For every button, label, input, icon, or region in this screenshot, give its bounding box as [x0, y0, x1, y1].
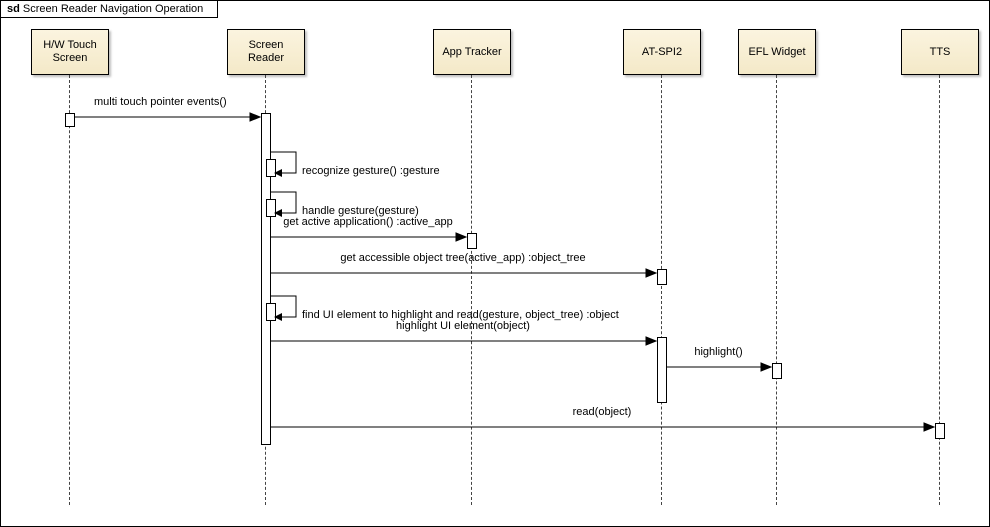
lifeline-dash — [471, 75, 472, 505]
message: read(object) — [270, 420, 934, 434]
message-label: get active application() :active_app — [283, 216, 452, 228]
frame-prefix: sd — [7, 3, 20, 15]
message: multi touch pointer events() — [74, 110, 260, 124]
lifeline-head-hw: H/W TouchScreen — [31, 29, 109, 75]
lifeline-label: App Tracker — [440, 46, 503, 59]
message: get active application() :active_app — [270, 230, 466, 244]
lifeline-head-spi: AT-SPI2 — [623, 29, 701, 75]
lifeline-dash — [661, 75, 662, 505]
lifeline-label: AT-SPI2 — [640, 46, 684, 59]
message: highlight UI element(object) — [270, 334, 656, 348]
lifeline-head-tts: TTS — [901, 29, 979, 75]
lifeline-head-efl: EFL Widget — [738, 29, 816, 75]
lifeline-label: EFL Widget — [746, 46, 807, 59]
message-label: highlight() — [694, 346, 742, 358]
sequence-diagram-frame: sd Screen Reader Navigation Operation H/… — [0, 0, 990, 527]
lifeline-dash — [939, 75, 940, 505]
lifeline-label: TTS — [928, 46, 953, 59]
lifeline-dash — [776, 75, 777, 505]
message-label: highlight UI element(object) — [396, 320, 530, 332]
lifeline-head-at: App Tracker — [433, 29, 511, 75]
message-label: get accessible object tree(active_app) :… — [340, 252, 585, 264]
lifeline-head-sr: Screen Reader — [227, 29, 305, 75]
message: highlight() — [666, 360, 771, 374]
activation-bar — [772, 363, 782, 379]
lifeline-dash — [69, 75, 70, 505]
frame-title: Screen Reader Navigation Operation — [23, 3, 203, 15]
message-label: read(object) — [573, 406, 632, 418]
activation-bar — [467, 233, 477, 249]
message-label: multi touch pointer events() — [94, 96, 227, 108]
lifeline-label: Screen Reader — [228, 39, 304, 65]
activation-bar — [935, 423, 945, 439]
lifeline-label: H/W TouchScreen — [41, 39, 99, 65]
frame-title-tab: sd Screen Reader Navigation Operation — [1, 1, 218, 18]
message-label: recognize gesture() :gesture — [302, 165, 440, 177]
activation-bar — [657, 269, 667, 285]
message: get accessible object tree(active_app) :… — [270, 266, 656, 280]
